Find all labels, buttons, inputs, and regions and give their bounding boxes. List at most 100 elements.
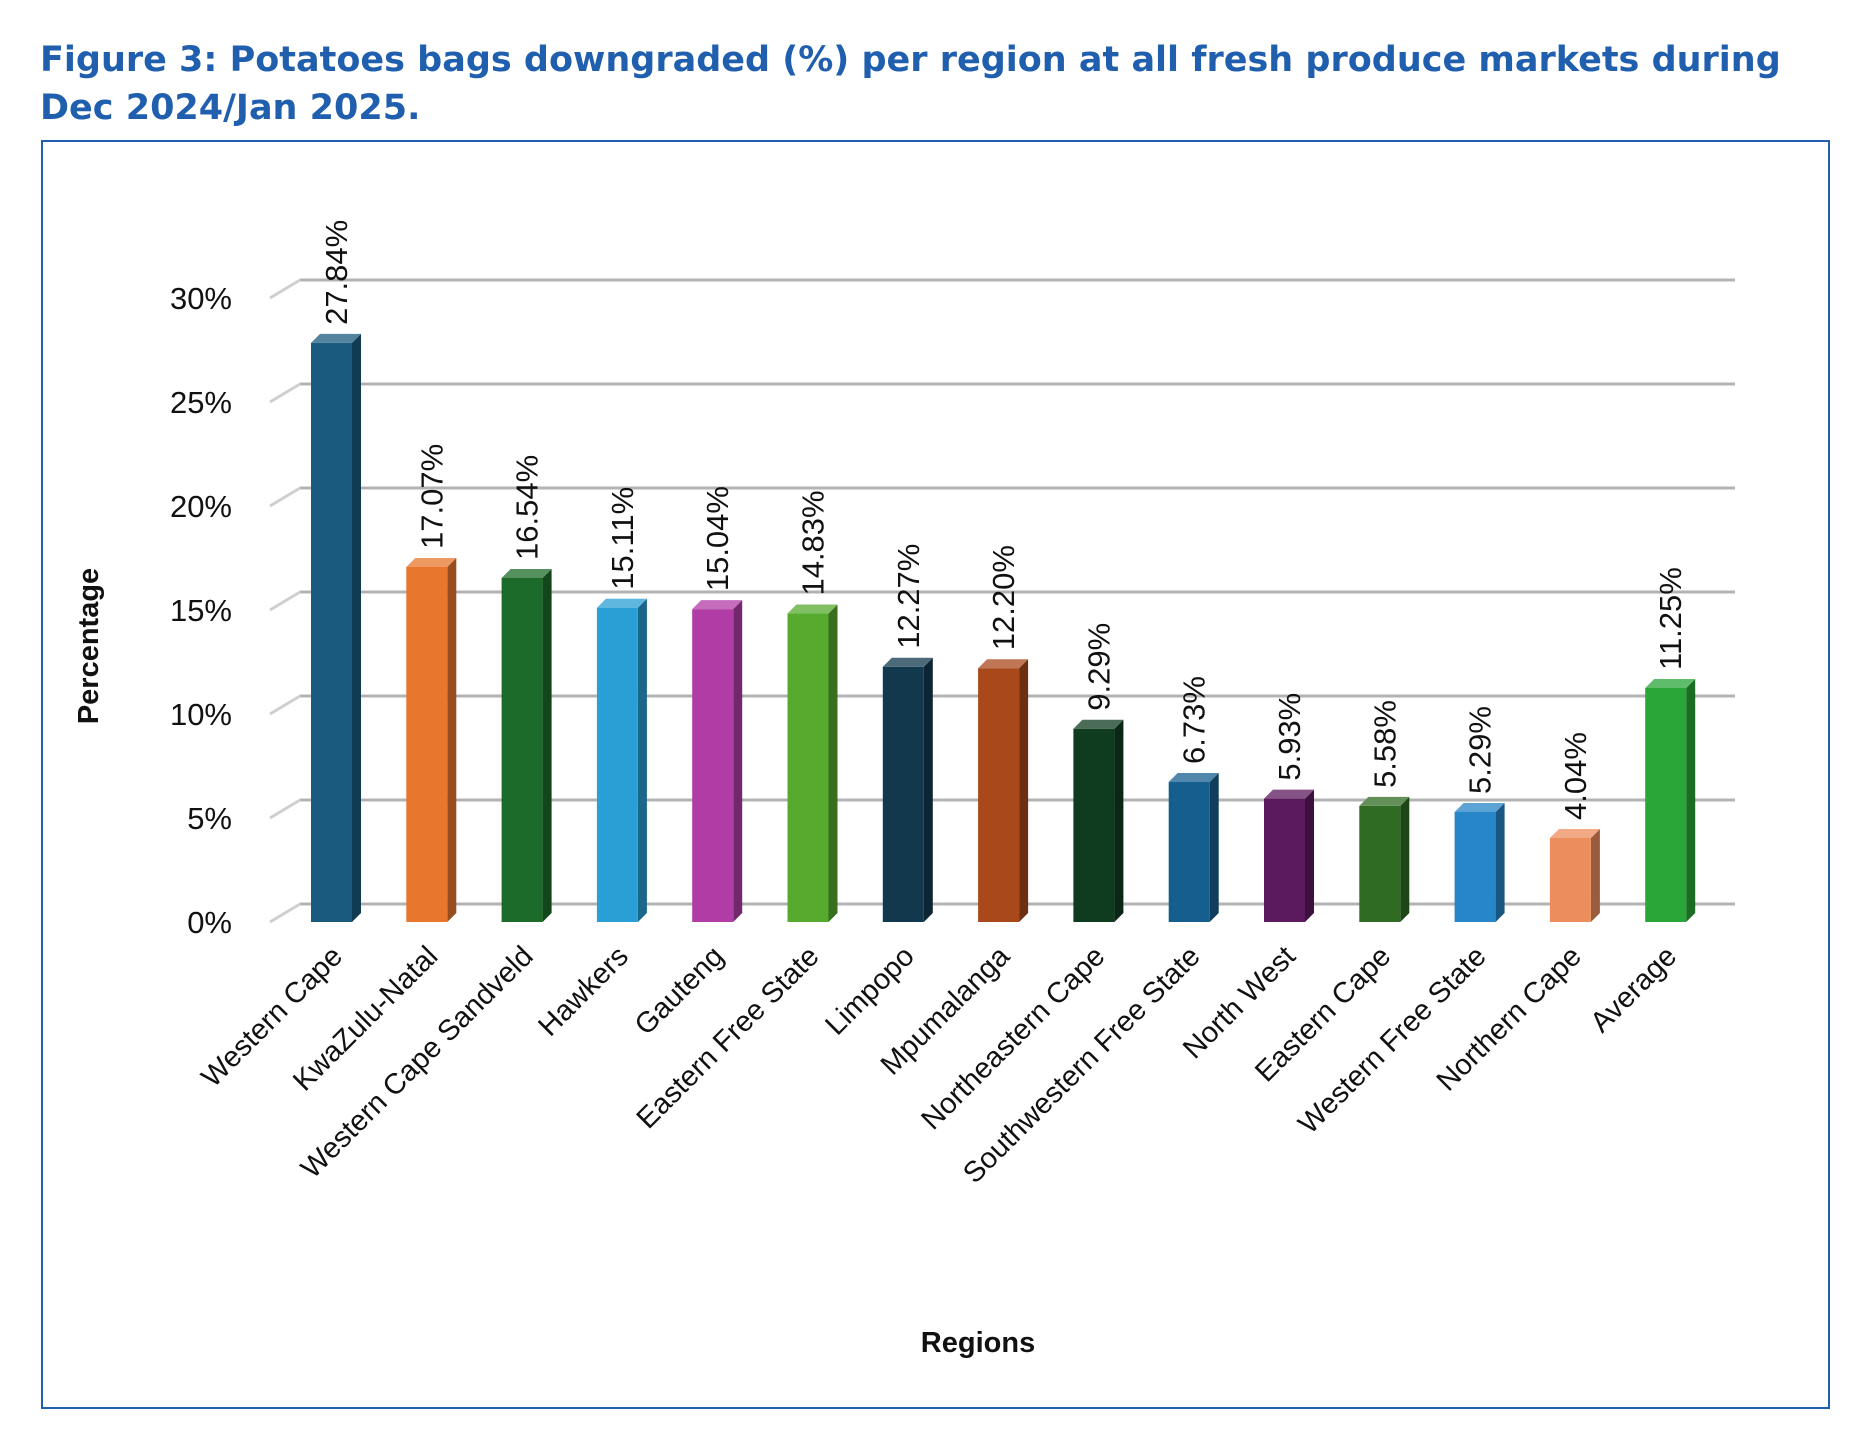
bar <box>1549 828 1600 922</box>
x-tick-label: Hawkers <box>532 940 634 1042</box>
bars <box>311 333 1696 923</box>
bar-top <box>311 333 361 343</box>
bar-front <box>882 666 924 922</box>
data-label: 27.84% <box>319 220 354 325</box>
bar-front <box>1073 728 1115 922</box>
y-tick-label: 30% <box>170 281 232 316</box>
y-tick-label: 0% <box>187 905 232 940</box>
bar-side <box>1686 679 1696 922</box>
y-tick-label: 20% <box>170 489 232 524</box>
x-tick-label: Western Free State <box>1293 940 1493 1140</box>
data-label: 17.07% <box>414 444 449 549</box>
bar <box>1359 796 1410 922</box>
chart-frame <box>41 140 1830 1409</box>
bar <box>596 598 647 922</box>
x-tick-label: Average <box>1585 940 1684 1039</box>
data-label: 5.29% <box>1463 706 1498 794</box>
bar <box>692 600 743 922</box>
bar-front <box>501 577 543 922</box>
bar-top <box>1264 789 1314 799</box>
bar-top <box>1645 679 1696 688</box>
bar-side <box>1114 719 1124 922</box>
bar-side <box>1209 773 1219 922</box>
data-label: 15.04% <box>700 486 735 591</box>
bar-front <box>1645 688 1687 922</box>
bar-front <box>692 609 734 922</box>
bar <box>501 568 552 922</box>
bar-front <box>596 607 638 922</box>
data-label: 4.04% <box>1558 732 1593 820</box>
bar-side <box>828 604 838 922</box>
bar <box>311 333 361 923</box>
bar-side <box>447 557 457 922</box>
y-tick-label: 25% <box>170 385 232 420</box>
gridline-perspective <box>269 694 301 716</box>
bar <box>1168 773 1219 922</box>
bar-top <box>1168 773 1219 783</box>
figure-title-line-2: Dec 2024/Jan 2025. <box>40 88 421 128</box>
data-label: 14.83% <box>796 490 831 595</box>
x-tick-label: Limpopo <box>819 940 920 1041</box>
bar-side <box>1305 789 1314 922</box>
bar-top <box>406 557 457 567</box>
bar-top <box>1073 719 1124 729</box>
x-tick-label: Eastern Free State <box>631 940 826 1135</box>
bar <box>978 659 1029 922</box>
bar-side <box>1400 796 1410 922</box>
figure-title-line-1: Figure 3: Potatoes bags downgraded (%) p… <box>40 40 1781 80</box>
bar-top <box>501 568 552 578</box>
figure-title: Figure 3: Potatoes bags downgraded (%) p… <box>40 36 1840 132</box>
bar-front <box>1359 805 1401 922</box>
bar-front <box>311 342 352 923</box>
bar <box>1454 802 1505 922</box>
data-label: 16.54% <box>510 455 545 560</box>
bar-top <box>596 598 647 608</box>
bar-side <box>542 568 552 922</box>
data-labels: 27.84% 17.07% 16.54% 15.11% 15.04% 14.83% 12.2… <box>319 220 1688 820</box>
bar-front <box>1168 782 1210 922</box>
bar <box>882 657 933 922</box>
gridline-perspective <box>269 486 301 508</box>
x-axis-title: Regions <box>921 1327 1035 1359</box>
bar-top <box>1359 796 1410 806</box>
y-tick-label: 10% <box>170 697 232 732</box>
gridline-perspective <box>269 902 301 924</box>
bar-side <box>1495 802 1505 922</box>
data-label: 5.93% <box>1272 693 1307 781</box>
data-label: 9.29% <box>1081 623 1116 711</box>
data-label: 12.27% <box>891 544 926 649</box>
bar-top <box>978 659 1029 669</box>
data-label: 5.58% <box>1367 700 1402 788</box>
bar-side <box>1019 659 1029 922</box>
x-tick-label: Gauteng <box>629 940 730 1041</box>
bar-front <box>1549 837 1591 922</box>
y-axis-title: Percentage <box>73 568 105 724</box>
gridline-perspective <box>269 590 301 612</box>
bar-front <box>787 613 829 922</box>
gridline-perspective <box>269 798 301 820</box>
y-tick-label: 15% <box>170 593 232 628</box>
bar-top <box>1549 828 1600 838</box>
bar <box>787 604 838 922</box>
bar-side <box>733 600 743 922</box>
bar <box>1645 679 1696 922</box>
bar-side <box>923 657 933 922</box>
data-label: 12.20% <box>986 545 1021 650</box>
bar <box>1073 719 1124 922</box>
bar <box>406 557 457 922</box>
data-label: 15.11% <box>605 487 640 590</box>
gridline-perspective <box>269 278 301 300</box>
bar <box>1264 789 1314 922</box>
bar-top <box>882 657 933 667</box>
bar-top <box>1454 802 1505 812</box>
bar-top <box>692 600 743 610</box>
y-tick-label: 5% <box>187 801 232 836</box>
data-label: 6.73% <box>1177 676 1212 764</box>
bar-side <box>352 333 361 923</box>
data-label: 11.25% <box>1653 567 1688 670</box>
x-tick-label: Northeastern Cape <box>915 940 1111 1136</box>
bar-front <box>406 566 448 922</box>
bar-front <box>978 668 1020 922</box>
